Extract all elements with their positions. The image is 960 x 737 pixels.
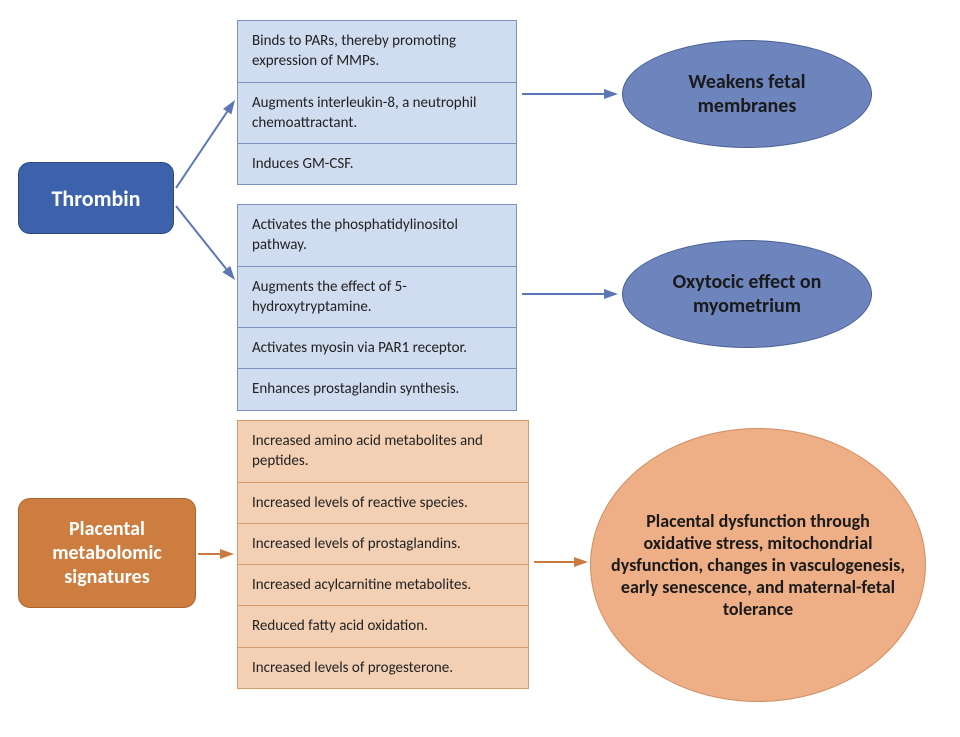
- arrows-layer: [0, 0, 960, 737]
